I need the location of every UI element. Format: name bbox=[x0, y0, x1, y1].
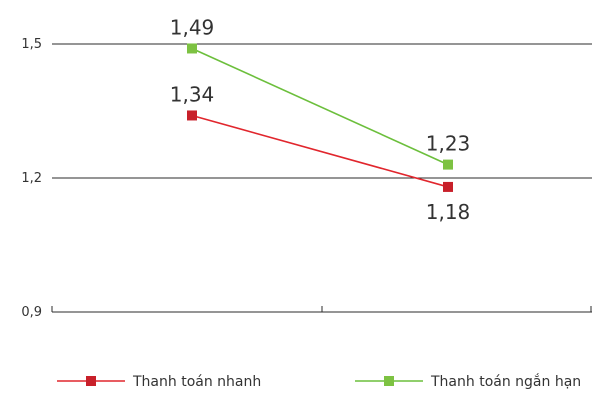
data-label: 1,34 bbox=[170, 82, 215, 106]
data-label: 1,49 bbox=[170, 15, 215, 39]
data-point-marker bbox=[443, 181, 453, 192]
y-tick-labels: 0,9 1,2 1,5 bbox=[21, 37, 42, 320]
data-label: 1,18 bbox=[426, 200, 471, 224]
y-tick-label: 1,2 bbox=[21, 171, 42, 186]
legend-label: Thanh toán nhanh bbox=[132, 374, 261, 390]
data-point-marker bbox=[443, 159, 453, 170]
series-group bbox=[187, 43, 453, 192]
series-line bbox=[191, 114, 449, 188]
gridlines bbox=[52, 43, 592, 179]
y-tick-label: 1,5 bbox=[21, 37, 42, 52]
legend-label: Thanh toán ngắn hạn bbox=[430, 373, 581, 390]
data-label: 1,23 bbox=[426, 132, 471, 156]
y-tick-label: 0,9 bbox=[21, 305, 42, 320]
legend-marker bbox=[86, 376, 96, 386]
data-point-marker bbox=[187, 110, 197, 121]
legend-marker bbox=[384, 376, 394, 386]
data-labels: 1,34 1,18 1,49 1,23 bbox=[170, 15, 471, 223]
legend: Thanh toán nhanh Thanh toán ngắn hạn bbox=[57, 373, 581, 390]
x-axis bbox=[51, 306, 592, 313]
series-line bbox=[191, 47, 449, 166]
data-point-marker bbox=[187, 43, 197, 54]
